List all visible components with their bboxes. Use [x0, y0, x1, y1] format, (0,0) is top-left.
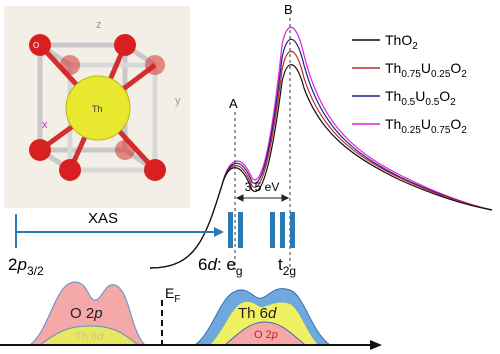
legend-entry: Th0.75U0.25O2 — [385, 60, 467, 80]
left-dos — [28, 281, 147, 346]
legend: ThO2 Th0.75U0.25O2 Th0.5U0.5O2 Th0.25U0.… — [352, 32, 467, 136]
dos-label: Th 6d — [238, 305, 277, 322]
oxygen-atoms — [29, 34, 166, 181]
t2g-label: t2g — [278, 255, 296, 278]
dos-label: O 2p — [70, 305, 103, 322]
splitting-label: 3.5 eV — [245, 180, 280, 194]
legend-entry: Th0.25U0.75O2 — [385, 116, 467, 136]
legend-entry: Th0.5U0.5O2 — [385, 88, 456, 108]
xas-label: XAS — [88, 210, 118, 227]
axis-label: x — [42, 119, 48, 131]
xas-transition — [15, 212, 295, 248]
dos-label: O 2p — [254, 329, 278, 341]
energy-axis — [0, 340, 382, 350]
axis-label: z — [96, 19, 102, 31]
spectrum-curve — [149, 50, 493, 269]
thorium-atom — [65, 75, 131, 141]
eg-label: 6d: eg — [198, 255, 243, 278]
legend-entry: ThO2 — [385, 32, 418, 52]
right-dos — [193, 288, 332, 346]
atom-label: Th — [92, 104, 103, 114]
axis-label: y — [175, 95, 181, 107]
dos-label: Th 6d — [75, 331, 104, 343]
spectrum-curve — [149, 64, 493, 269]
atom-label: O — [33, 41, 39, 50]
splitting-arrow — [235, 194, 290, 202]
spectra — [149, 26, 493, 269]
peak-label: A — [229, 96, 238, 111]
peak-label: B — [284, 2, 293, 17]
level-bars — [228, 212, 295, 248]
crystal-structure: z y x Th O — [4, 6, 190, 208]
fermi-label: EF — [165, 285, 180, 305]
core-level-label: 2p3/2 — [8, 255, 44, 278]
